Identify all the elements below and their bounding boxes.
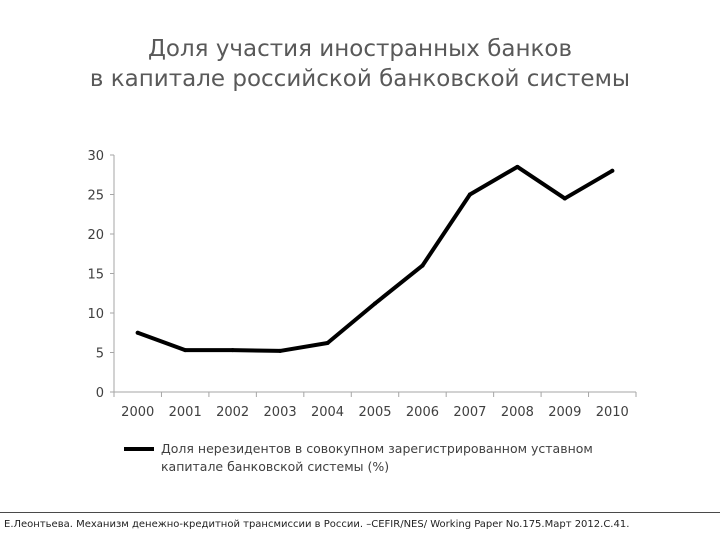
x-tick-label: 2008	[501, 405, 534, 420]
x-axis-ticks: 2000 2001 2002 2003 2004 2005 2006 2007 2008 2009…	[113, 392, 637, 420]
data-point-2003	[278, 348, 283, 353]
series-points	[135, 164, 615, 353]
legend: Доля нерезидентов в совокупном зарегистр…	[124, 441, 593, 474]
slide-title-line-2: в капитале российской банковской системы	[89, 66, 631, 92]
data-point-2004	[325, 341, 330, 346]
x-tick-label: 2009	[548, 405, 581, 420]
slide-title: Доля участия иностранных банков в капита…	[0, 34, 720, 94]
x-tick-label: 2000	[121, 405, 154, 420]
y-tick-label: 25	[87, 189, 104, 204]
data-point-2008	[515, 164, 520, 169]
y-tick-label: 0	[96, 386, 104, 401]
y-tick-label: 10	[87, 307, 104, 322]
y-tick-label: 30	[87, 149, 104, 164]
x-tick-label: 2007	[453, 405, 486, 420]
series-line-nonresident-share	[135, 164, 615, 353]
data-point-2002	[230, 348, 235, 353]
y-tick-label: 20	[87, 228, 104, 243]
data-point-2001	[183, 348, 188, 353]
x-tick-label: 2002	[216, 405, 249, 420]
x-tick-label: 2005	[358, 405, 391, 420]
data-point-2007	[467, 192, 472, 197]
data-point-2000	[135, 330, 140, 335]
data-point-2005	[373, 301, 377, 306]
legend-label-line-1: Доля нерезидентов в совокупном зарегистр…	[161, 441, 593, 456]
x-tick-label: 2001	[169, 405, 202, 420]
y-tick-label: 15	[87, 268, 104, 283]
x-tick-label: 2010	[596, 405, 629, 420]
source-footer: Е.Леонтьева. Механизм денежно-кредитной …	[0, 512, 720, 540]
slide-title-line-1: Доля участия иностранных банков	[147, 36, 573, 62]
data-point-2009	[562, 196, 567, 201]
y-axis-ticks: 0 5 10 15 20 25 30	[87, 149, 114, 401]
x-tick-label: 2004	[311, 405, 344, 420]
legend-label-line-2: капитале банковской системы (%)	[161, 459, 389, 474]
x-tick-label: 2006	[406, 405, 439, 420]
data-point-2006	[420, 263, 425, 268]
y-tick-label: 5	[96, 347, 104, 362]
x-tick-label: 2003	[264, 405, 297, 420]
data-point-2010	[610, 168, 615, 173]
